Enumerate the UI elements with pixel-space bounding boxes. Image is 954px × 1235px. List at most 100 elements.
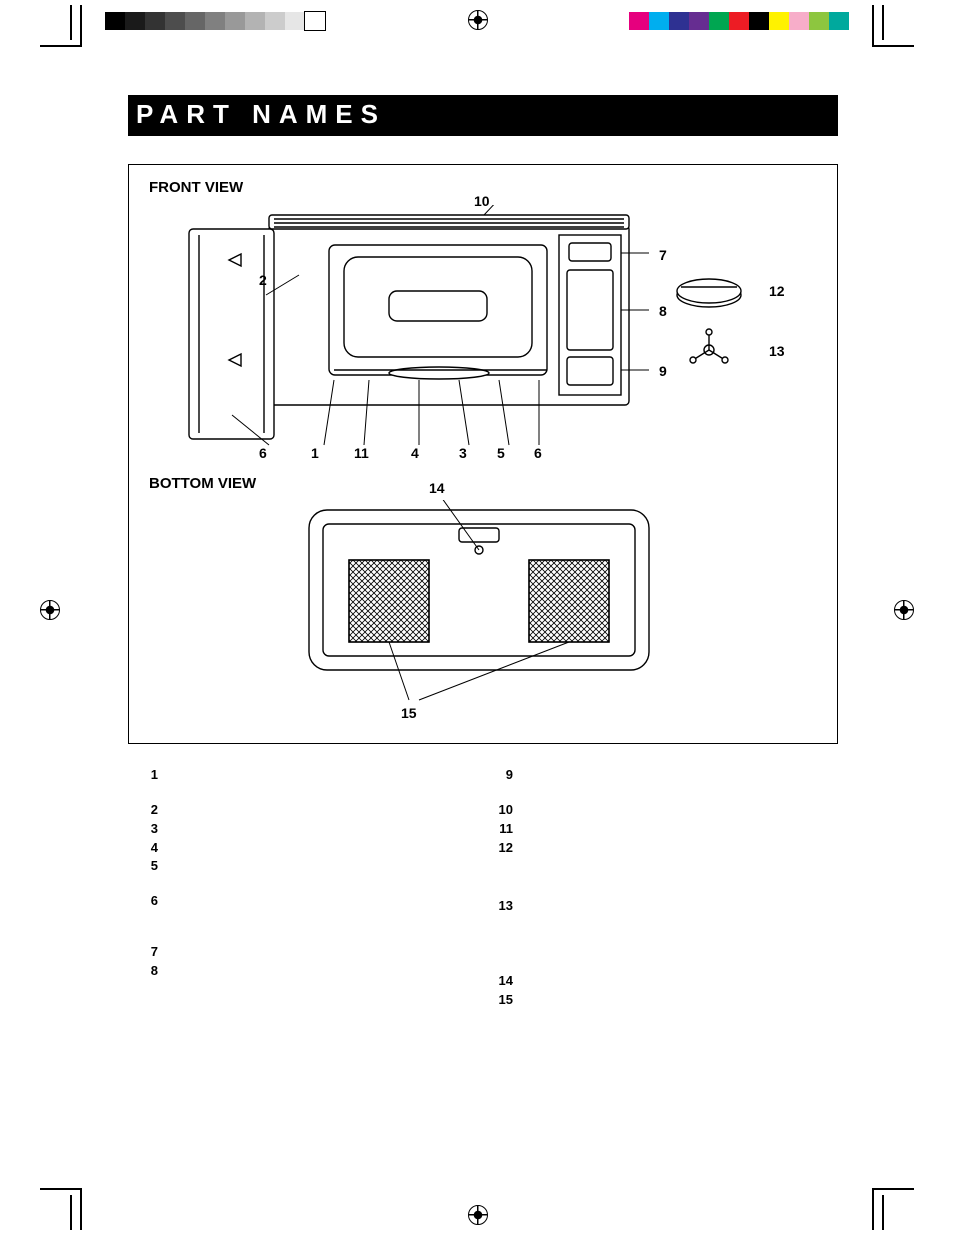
crop-mark — [70, 1195, 82, 1230]
swatch — [649, 12, 669, 30]
list-number: 15 — [483, 991, 523, 1010]
callout: 7 — [659, 247, 667, 263]
list-item: 2 — [128, 801, 483, 820]
list-text — [168, 801, 172, 820]
list-number: 4 — [128, 839, 168, 858]
swatch — [305, 12, 325, 30]
bottom-view-diagram — [299, 500, 659, 710]
list-text — [523, 897, 527, 916]
swatch — [809, 12, 829, 30]
color-swatches — [629, 12, 849, 30]
callout: 14 — [429, 480, 445, 496]
parts-list: 1 2 3 4 5 6 7 8 9 10 11 12 13 14 15 — [128, 766, 838, 1010]
list-item: 10 — [483, 801, 838, 820]
list-text — [168, 820, 172, 839]
list-number: 13 — [483, 897, 523, 916]
list-item: 6 — [128, 892, 483, 911]
swatch — [185, 12, 205, 30]
swatch — [265, 12, 285, 30]
callout: 9 — [659, 363, 667, 379]
callout: 5 — [497, 445, 505, 461]
swatch — [225, 12, 245, 30]
list-item: 4 — [128, 839, 483, 858]
list-number: 9 — [483, 766, 523, 785]
registration-mark-icon — [894, 600, 914, 620]
list-item: 9 — [483, 766, 838, 785]
list-item: 11 — [483, 820, 838, 839]
list-text — [168, 892, 172, 911]
list-item: 3 — [128, 820, 483, 839]
crop-mark — [872, 5, 884, 40]
list-text — [523, 801, 527, 820]
callout: 2 — [259, 272, 267, 288]
swatch — [669, 12, 689, 30]
swatch — [709, 12, 729, 30]
list-item: 14 — [483, 972, 838, 991]
callout: 3 — [459, 445, 467, 461]
callout: 10 — [474, 193, 490, 209]
list-text — [523, 820, 527, 839]
list-item: 12 — [483, 839, 838, 858]
registration-mark-icon — [468, 10, 488, 30]
list-number: 8 — [128, 962, 168, 981]
list-number: 7 — [128, 943, 168, 962]
swatch — [105, 12, 125, 30]
list-number: 1 — [128, 766, 168, 785]
registration-mark-icon — [40, 600, 60, 620]
list-text — [168, 766, 172, 785]
swatch — [769, 12, 789, 30]
list-number: 6 — [128, 892, 168, 911]
list-text — [168, 962, 172, 981]
swatch — [789, 12, 809, 30]
list-number: 12 — [483, 839, 523, 858]
swatch — [729, 12, 749, 30]
list-number: 2 — [128, 801, 168, 820]
grayscale-swatches — [105, 12, 325, 30]
list-text — [523, 991, 527, 1010]
callout: 6 — [534, 445, 542, 461]
swatch — [285, 12, 305, 30]
swatch — [749, 12, 769, 30]
callout: 4 — [411, 445, 419, 461]
swatch — [125, 12, 145, 30]
list-item: 8 — [128, 962, 483, 981]
registration-mark-icon — [468, 1205, 488, 1225]
swatch — [629, 12, 649, 30]
callout: 15 — [401, 705, 417, 721]
diagram-frame: FRONT VIEW — [128, 164, 838, 744]
list-text — [168, 857, 172, 876]
list-number: 5 — [128, 857, 168, 876]
list-item: 7 — [128, 943, 483, 962]
front-view-label: FRONT VIEW — [149, 179, 243, 196]
swatch — [165, 12, 185, 30]
swatch — [245, 12, 265, 30]
list-text — [168, 943, 172, 962]
list-number: 3 — [128, 820, 168, 839]
page-content: PART NAMES FRONT VIEW — [128, 95, 838, 1010]
callout: 6 — [259, 445, 267, 461]
list-number: 11 — [483, 820, 523, 839]
list-number: 14 — [483, 972, 523, 991]
section-title: PART NAMES — [128, 95, 838, 136]
list-item: 13 — [483, 897, 838, 916]
callout: 13 — [769, 343, 785, 359]
crop-mark — [872, 1195, 884, 1230]
callout: 12 — [769, 283, 785, 299]
front-view-diagram — [169, 205, 749, 465]
list-text — [523, 972, 527, 991]
list-number: 10 — [483, 801, 523, 820]
swatch — [205, 12, 225, 30]
swatch — [829, 12, 849, 30]
callout: 8 — [659, 303, 667, 319]
callout: 11 — [354, 445, 369, 461]
list-text — [168, 839, 172, 858]
list-item: 15 — [483, 991, 838, 1010]
list-text — [523, 766, 527, 785]
list-item: 1 — [128, 766, 483, 785]
crop-mark — [70, 5, 82, 40]
list-item: 5 — [128, 857, 483, 876]
swatch — [145, 12, 165, 30]
list-text — [523, 839, 527, 858]
callout: 1 — [311, 445, 319, 461]
bottom-view-label: BOTTOM VIEW — [149, 475, 256, 492]
